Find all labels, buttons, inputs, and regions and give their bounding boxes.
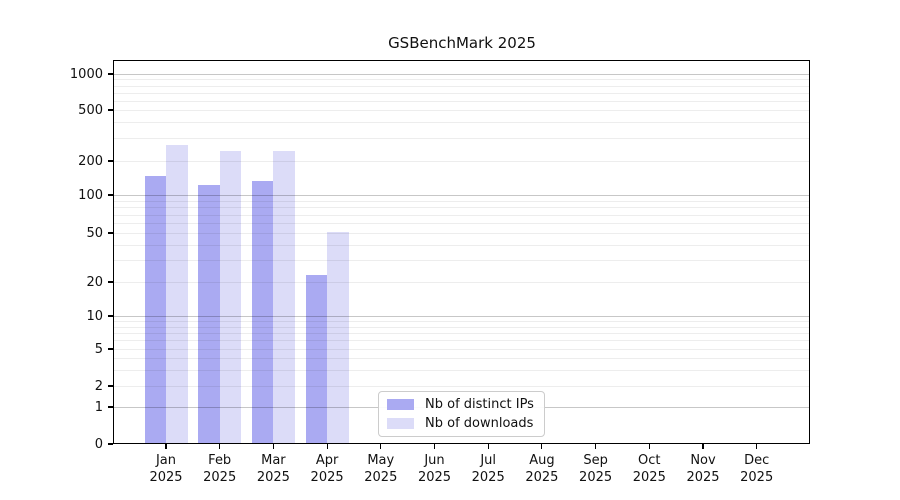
grid-line-minor: [114, 138, 810, 140]
y-axis-tick: [108, 315, 113, 317]
y-axis-tick: [108, 406, 113, 408]
grid-line-minor: [114, 244, 810, 246]
x-axis-tick-label: Jun 2025: [417, 453, 452, 485]
y-axis-tick: [108, 232, 113, 234]
legend-label-distinct-ips: Nb of distinct IPs: [425, 397, 534, 412]
x-axis-tick: [702, 444, 704, 449]
grid-line-minor: [114, 207, 810, 209]
bar-distinct-ips: [144, 175, 166, 444]
x-axis-tick: [756, 444, 758, 449]
y-axis-tick-label: 100: [78, 187, 103, 203]
grid-line-minor: [114, 369, 810, 371]
grid-line-minor: [114, 332, 810, 334]
bar-downloads: [273, 151, 295, 444]
grid-line-minor: [114, 386, 810, 387]
y-axis-tick: [108, 194, 113, 196]
grid-line-major: [114, 74, 810, 75]
x-axis-tick-label: Oct 2025: [632, 453, 666, 485]
grid-line-minor: [114, 282, 810, 283]
grid-line-minor: [114, 340, 810, 342]
bar-distinct-ips: [198, 185, 220, 444]
x-axis-tick-label: Feb 2025: [203, 453, 237, 485]
legend-item-downloads: Nb of downloads: [387, 416, 544, 431]
bar-distinct-ips: [305, 274, 328, 444]
x-axis-tick: [219, 444, 221, 449]
grid-line-minor: [114, 85, 810, 87]
grid-line-minor: [114, 92, 810, 94]
x-axis-tick-label: Sep 2025: [579, 453, 613, 485]
grid-line-minor: [114, 349, 810, 350]
bar-distinct-ips: [251, 181, 274, 444]
x-axis-tick-label: Dec 2025: [740, 453, 774, 485]
grid-line-minor: [114, 358, 810, 359]
y-axis-tick: [108, 385, 113, 387]
grid-line-minor: [114, 326, 810, 328]
bar-downloads: [327, 231, 349, 444]
grid-line-minor: [114, 200, 810, 202]
x-axis-tick-label: Jan 2025: [149, 453, 183, 485]
grid-line-minor: [114, 321, 810, 323]
grid-line-minor: [114, 233, 810, 234]
grid-line-major: [114, 316, 810, 317]
y-axis-tick-label: 20: [86, 274, 103, 290]
grid-line-minor: [114, 214, 810, 216]
bar-downloads: [166, 145, 188, 444]
grid-line-minor: [114, 161, 810, 162]
bar-downloads: [219, 150, 242, 444]
x-axis-tick-label: Nov 2025: [686, 453, 720, 485]
x-axis-tick: [165, 444, 167, 449]
x-axis-tick: [541, 444, 543, 449]
x-axis-tick: [272, 444, 274, 449]
grid-line-minor: [114, 122, 810, 124]
y-axis-tick: [108, 73, 113, 75]
grid-line-minor: [114, 110, 810, 111]
y-axis-tick-label: 2: [94, 378, 103, 394]
y-axis-tick-label: 500: [78, 102, 103, 118]
y-axis-tick-label: 200: [78, 153, 103, 169]
x-axis-tick: [595, 444, 597, 449]
y-axis-tick: [108, 348, 113, 350]
grid-line-minor: [114, 260, 810, 262]
grid-line-minor: [114, 100, 810, 102]
x-axis-tick: [433, 444, 436, 449]
x-axis-tick: [326, 444, 328, 449]
y-axis-tick: [108, 443, 113, 445]
x-axis-tick: [380, 444, 382, 449]
grid-line-minor: [114, 223, 810, 224]
y-axis-tick-label: 0: [94, 436, 103, 452]
legend: Nb of distinct IPs Nb of downloads: [378, 391, 545, 437]
y-axis-tick-label: 1000: [69, 66, 103, 82]
x-axis-tick-label: May 2025: [364, 453, 398, 485]
x-axis-tick: [648, 444, 650, 449]
legend-label-downloads: Nb of downloads: [425, 416, 534, 431]
y-axis-tick-label: 5: [94, 341, 103, 357]
y-axis-tick: [108, 281, 113, 283]
y-axis-tick: [108, 160, 113, 162]
legend-swatch-distinct-ips: [387, 399, 414, 410]
grid-line-major: [114, 195, 810, 196]
y-axis-tick-label: 50: [86, 225, 103, 241]
chart-title: GSBenchMark 2025: [388, 34, 536, 52]
legend-swatch-downloads: [387, 418, 414, 429]
x-axis-tick-label: Aug 2025: [525, 453, 559, 485]
x-axis-tick-label: Jul 2025: [471, 453, 505, 485]
grid-line-minor: [114, 79, 810, 81]
y-axis-tick-label: 1: [94, 399, 103, 415]
x-axis-tick-label: Apr 2025: [310, 453, 344, 485]
y-axis-tick: [108, 109, 113, 111]
x-axis-tick: [487, 444, 489, 449]
y-axis-tick-label: 10: [86, 308, 103, 324]
legend-item-distinct-ips: Nb of distinct IPs: [387, 397, 544, 412]
x-axis-tick-label: Mar 2025: [256, 453, 290, 485]
